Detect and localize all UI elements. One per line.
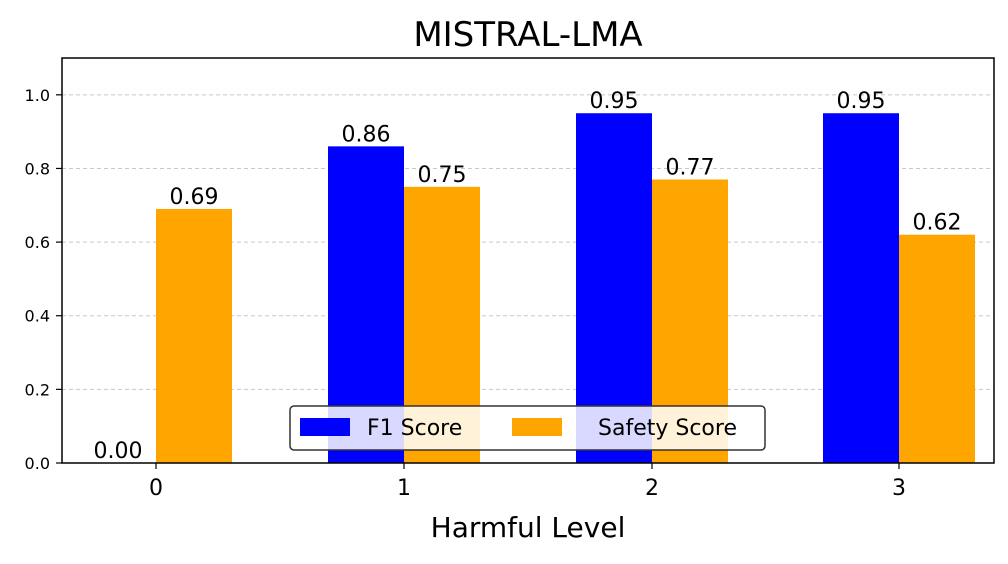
y-tick-label-2: 0.4	[25, 307, 50, 326]
legend-swatch-f1-score	[300, 418, 350, 436]
legend-label-safety-score: Safety Score	[598, 416, 737, 441]
x-axis-label: Harmful Level	[431, 511, 626, 544]
bar-safety-score-3	[899, 234, 975, 463]
bar-label-f1-score-1: 0.86	[342, 122, 391, 147]
bar-label-safety-score-3: 0.62	[913, 211, 962, 236]
plot-frame	[61, 57, 995, 464]
x-tick-label-3: 3	[892, 476, 906, 501]
bars	[156, 113, 975, 464]
legend: F1 Score Safety Score	[289, 405, 766, 451]
bar-label-safety-score-1: 0.75	[418, 163, 467, 188]
bar-value-labels: 0.00 0.86 0.95 0.95 0.69 0.75 0.77 0.62	[94, 89, 962, 464]
bar-label-f1-score-0: 0.00	[94, 439, 143, 464]
y-tick-label-3: 0.6	[25, 233, 50, 252]
bar-label-safety-score-0: 0.69	[170, 185, 219, 210]
y-axis: 0.0 0.2 0.4 0.6 0.8 1.0	[25, 86, 62, 473]
bar-f1-score-2	[576, 113, 652, 464]
legend-swatch-safety-score	[512, 418, 562, 436]
y-tick-label-0: 0.0	[25, 454, 50, 473]
y-tick-label-1: 0.2	[25, 380, 50, 399]
bar-safety-score-0	[156, 208, 232, 463]
bar-label-safety-score-2: 0.77	[666, 156, 715, 181]
legend-label-f1-score: F1 Score	[367, 416, 462, 441]
bar-label-f1-score-3: 0.95	[837, 89, 886, 114]
y-tick-label-4: 0.8	[25, 159, 50, 178]
y-tick-label-5: 1.0	[25, 86, 50, 105]
bar-f1-score-3	[823, 113, 899, 464]
x-axis: 0 1 2 3	[149, 463, 906, 501]
x-tick-label-2: 2	[645, 476, 659, 501]
x-tick-label-1: 1	[397, 476, 411, 501]
x-tick-label-0: 0	[149, 476, 163, 501]
chart-title: MISTRAL-LMA	[413, 15, 642, 55]
bar-label-f1-score-2: 0.95	[590, 89, 639, 114]
